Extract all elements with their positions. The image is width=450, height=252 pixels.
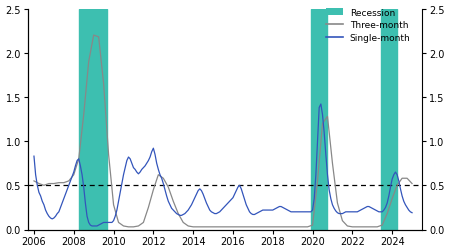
Bar [79,10,107,230]
Bar [381,10,397,230]
Bar [311,10,328,230]
Legend: Recession, Three-month, Single-month: Recession, Three-month, Single-month [323,5,414,46]
